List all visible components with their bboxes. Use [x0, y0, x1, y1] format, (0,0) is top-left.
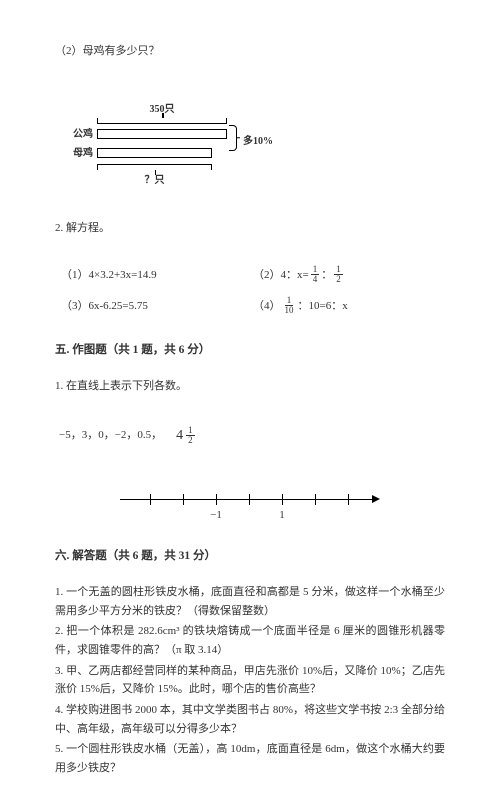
chicken-diagram: 350只 公鸡 多10% 母鸡 ？只 — [65, 101, 445, 189]
eq4-mid: ：10=6：x — [298, 297, 348, 316]
equation-2: （2） 4：x= 1 4 ： 1 2 — [253, 265, 445, 284]
number-line: −1 1 — [55, 491, 445, 515]
number-line-tick — [216, 494, 217, 505]
eq2-frac2: 1 2 — [334, 265, 343, 284]
number-line-tick — [348, 494, 349, 505]
page: （2）母鸡有多少只？ 350只 公鸡 多10% 母鸡 ？只 2. 解方程。 — [0, 0, 500, 810]
diagram-bottom-bracket — [97, 164, 212, 170]
diagram-bar-rooster — [97, 129, 227, 139]
eq1-body: 4×3.2+3x=14.9 — [89, 266, 157, 285]
number-line-tick — [183, 494, 184, 505]
diagram-right-brace — [229, 125, 237, 151]
diagram-more-label: 多10% — [243, 133, 273, 150]
eq3-body: 6x-6.25=5.75 — [89, 297, 148, 316]
tick-label-neg1: −1 — [210, 506, 222, 525]
diagram-bar-hen — [97, 148, 212, 158]
eq2-mid: ： — [321, 266, 332, 285]
section-6-title: 六. 解答题（共 6 题，共 31 分） — [55, 547, 445, 567]
number-line-axis — [120, 499, 372, 500]
number-line-tick — [315, 494, 316, 505]
diagram-top-bracket — [97, 118, 227, 124]
mixed-frac: 1 2 — [186, 426, 195, 445]
eq1-num: （1） — [61, 266, 89, 285]
diagram-label-rooster: 公鸡 — [65, 126, 97, 143]
eq2-frac1: 1 4 — [311, 265, 320, 284]
number-line-tick — [150, 494, 151, 505]
eq2-num: （2） — [253, 266, 281, 285]
eq4-frac: 1 10 — [283, 296, 296, 315]
section-5-title: 五. 作图题（共 1 题，共 6 分） — [55, 341, 445, 361]
equation-3: （3） 6x-6.25=5.75 — [61, 296, 253, 315]
number-sequence: −5，3，0，−2，0.5， 4 1 2 — [59, 424, 445, 448]
number-line-tick — [282, 494, 283, 505]
numseq-prefix: −5，3，0，−2，0.5， — [59, 426, 162, 445]
eq4-num: （4） — [253, 297, 281, 316]
sec6-q3: 3. 甲、乙两店都经营同样的某种商品，甲店先涨价 10%后，又降价 10%；乙店… — [55, 662, 445, 699]
sec6-q1: 1. 一个无盖的圆柱形铁皮水桶，底面直径和高都是 5 分米，做这样一个水桶至少需… — [55, 583, 445, 620]
eq2-pre: 4：x= — [281, 266, 309, 285]
eq3-num: （3） — [61, 297, 89, 316]
equation-4: （4） 1 10 ：10=6：x — [253, 296, 445, 315]
number-line-tick — [249, 494, 250, 505]
mixed-fraction: 4 1 2 — [176, 424, 197, 448]
mixed-whole: 4 — [176, 424, 183, 448]
equation-1: （1） 4×3.2+3x=14.9 — [61, 265, 253, 284]
sec6-q5: 5. 一个圆柱形铁皮水桶（无盖），高 10dm，底面直径是 6dm，做这个水桶大… — [55, 740, 445, 777]
number-line-arrow-icon — [372, 495, 380, 503]
sec6-q2: 2. 把一个体积是 282.6cm³ 的铁块熔铸成一个底面半径是 6 厘米的圆锥… — [55, 622, 445, 659]
sec5-q1: 1. 在直线上表示下列各数。 — [55, 377, 445, 396]
tick-label-pos1: 1 — [279, 506, 285, 525]
question-2-hen: （2）母鸡有多少只？ — [55, 42, 445, 61]
equation-grid: （1） 4×3.2+3x=14.9 （2） 4：x= 1 4 ： 1 2 （3）… — [61, 265, 445, 315]
diagram-label-hen: 母鸡 — [65, 145, 97, 162]
solve-equations-heading: 2. 解方程。 — [55, 219, 445, 238]
